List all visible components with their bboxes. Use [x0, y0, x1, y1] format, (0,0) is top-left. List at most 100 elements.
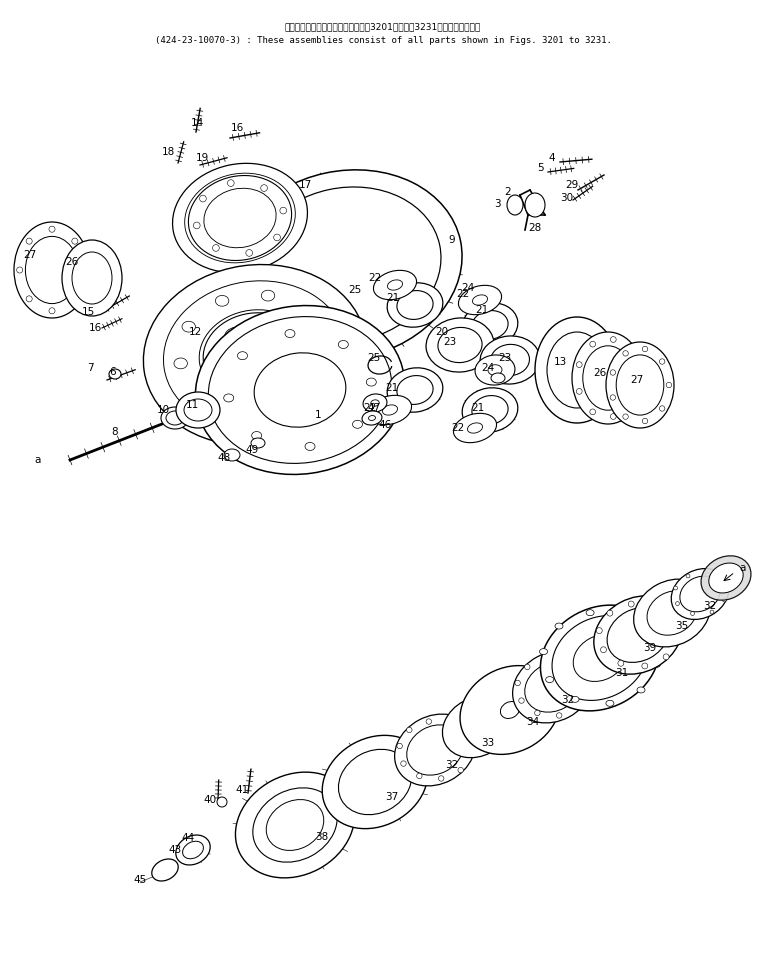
Ellipse shape — [397, 291, 433, 319]
Ellipse shape — [191, 222, 199, 229]
Ellipse shape — [500, 702, 519, 718]
Ellipse shape — [515, 680, 520, 686]
Ellipse shape — [647, 591, 697, 635]
Ellipse shape — [387, 368, 443, 413]
Ellipse shape — [196, 306, 405, 475]
Text: 14: 14 — [190, 118, 203, 128]
Ellipse shape — [606, 342, 674, 428]
Ellipse shape — [647, 633, 654, 639]
Ellipse shape — [252, 431, 262, 440]
Ellipse shape — [203, 312, 307, 397]
Ellipse shape — [610, 370, 616, 376]
Ellipse shape — [663, 654, 669, 660]
Ellipse shape — [552, 616, 648, 701]
Ellipse shape — [363, 394, 387, 413]
Ellipse shape — [438, 327, 482, 363]
Ellipse shape — [25, 236, 78, 304]
Ellipse shape — [387, 280, 403, 290]
Text: 4: 4 — [548, 153, 555, 163]
Ellipse shape — [623, 414, 628, 419]
Ellipse shape — [228, 170, 462, 360]
Text: 38: 38 — [315, 832, 328, 842]
Ellipse shape — [610, 395, 616, 400]
Ellipse shape — [642, 346, 648, 351]
Ellipse shape — [193, 222, 200, 229]
Ellipse shape — [448, 721, 453, 727]
Text: 32: 32 — [561, 695, 574, 705]
Text: 16: 16 — [230, 123, 244, 133]
Ellipse shape — [723, 598, 726, 602]
Ellipse shape — [601, 647, 607, 653]
Ellipse shape — [512, 651, 594, 723]
Ellipse shape — [670, 617, 676, 623]
Text: 23: 23 — [499, 353, 512, 363]
Ellipse shape — [690, 612, 694, 616]
Ellipse shape — [544, 656, 549, 662]
Text: 8: 8 — [112, 427, 118, 437]
Text: 22: 22 — [456, 289, 469, 299]
Text: 31: 31 — [615, 668, 629, 678]
Ellipse shape — [686, 574, 690, 578]
Ellipse shape — [676, 601, 680, 605]
Text: 27: 27 — [630, 375, 644, 385]
Ellipse shape — [249, 187, 441, 343]
Ellipse shape — [652, 604, 658, 610]
Ellipse shape — [397, 743, 403, 748]
Ellipse shape — [525, 662, 581, 712]
Ellipse shape — [628, 601, 634, 607]
Text: 25: 25 — [367, 353, 380, 363]
Ellipse shape — [642, 418, 648, 423]
Ellipse shape — [228, 180, 234, 187]
Ellipse shape — [238, 351, 248, 360]
Ellipse shape — [463, 303, 518, 347]
Ellipse shape — [623, 350, 628, 356]
Ellipse shape — [397, 376, 433, 405]
Ellipse shape — [660, 406, 665, 412]
Ellipse shape — [262, 290, 275, 301]
Text: 24: 24 — [482, 363, 495, 373]
Ellipse shape — [176, 835, 210, 865]
Ellipse shape — [667, 382, 672, 387]
Ellipse shape — [261, 185, 268, 192]
Text: 7: 7 — [87, 363, 94, 373]
Text: 15: 15 — [81, 307, 94, 317]
Ellipse shape — [673, 586, 677, 590]
Ellipse shape — [576, 704, 581, 709]
Ellipse shape — [606, 701, 614, 706]
Ellipse shape — [416, 774, 422, 778]
Ellipse shape — [426, 719, 432, 724]
Text: 39: 39 — [644, 643, 657, 653]
Text: 13: 13 — [553, 357, 567, 367]
Ellipse shape — [576, 388, 582, 394]
Ellipse shape — [235, 409, 249, 419]
Ellipse shape — [273, 342, 297, 361]
Text: 32: 32 — [703, 601, 716, 611]
Ellipse shape — [607, 610, 613, 616]
Ellipse shape — [261, 185, 269, 191]
Ellipse shape — [182, 321, 196, 332]
Text: 19: 19 — [196, 153, 209, 163]
Ellipse shape — [472, 295, 488, 306]
Ellipse shape — [539, 649, 548, 655]
Ellipse shape — [281, 207, 288, 214]
Ellipse shape — [611, 414, 616, 419]
Ellipse shape — [475, 355, 515, 385]
Ellipse shape — [245, 250, 254, 257]
Ellipse shape — [274, 234, 281, 240]
Ellipse shape — [353, 420, 363, 428]
Text: 45: 45 — [133, 875, 146, 885]
Ellipse shape — [541, 605, 660, 711]
Ellipse shape — [72, 296, 78, 302]
Ellipse shape — [184, 399, 212, 421]
Ellipse shape — [453, 414, 496, 443]
Text: 11: 11 — [186, 400, 199, 410]
Ellipse shape — [426, 318, 494, 372]
Ellipse shape — [189, 175, 291, 261]
Ellipse shape — [488, 365, 502, 376]
Text: 20: 20 — [436, 327, 449, 337]
Ellipse shape — [710, 610, 714, 614]
Text: 21: 21 — [472, 403, 485, 413]
Text: 21: 21 — [385, 383, 399, 393]
Ellipse shape — [467, 423, 482, 433]
Ellipse shape — [458, 768, 463, 773]
